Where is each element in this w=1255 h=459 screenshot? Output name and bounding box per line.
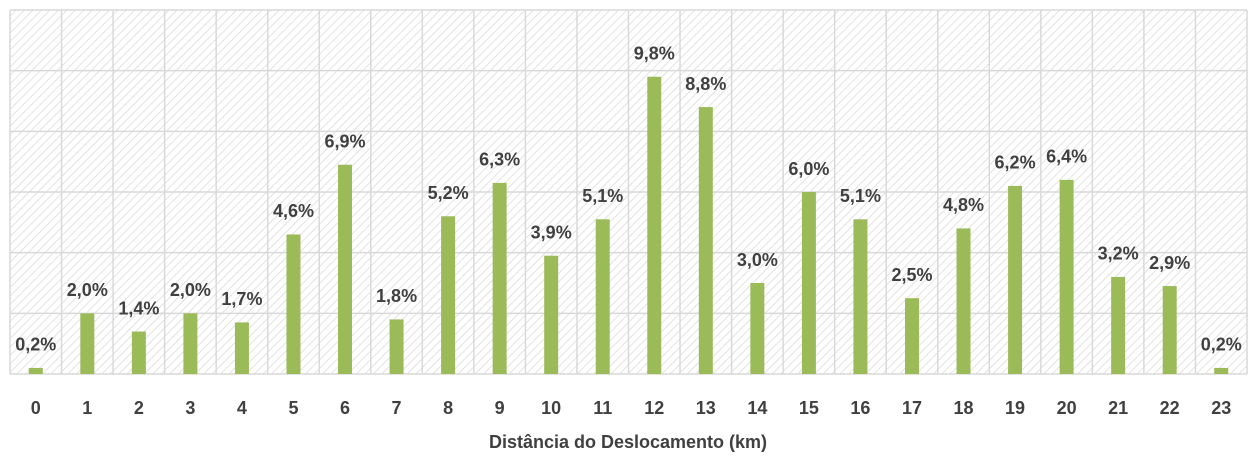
x-tick-label: 2 (134, 398, 144, 418)
bar (234, 322, 249, 374)
data-label: 2,0% (67, 280, 108, 300)
data-label: 1,4% (118, 298, 159, 318)
x-tick-label: 17 (902, 398, 922, 418)
bar (904, 298, 919, 374)
bar (1162, 286, 1177, 374)
data-label: 3,0% (737, 250, 778, 270)
bar (389, 319, 404, 374)
bar (131, 331, 146, 374)
data-label: 3,9% (531, 222, 572, 242)
data-label: 5,1% (582, 186, 623, 206)
bar (544, 255, 559, 374)
bar (338, 164, 353, 374)
x-tick-label: 8 (443, 398, 453, 418)
data-label: 2,5% (891, 265, 932, 285)
data-label: 6,9% (325, 131, 366, 151)
bar (1008, 185, 1023, 374)
data-label: 1,7% (221, 289, 262, 309)
x-tick-label: 13 (696, 398, 716, 418)
x-tick-label: 19 (1005, 398, 1025, 418)
bar (28, 367, 43, 374)
x-tick-label: 16 (850, 398, 870, 418)
data-label: 5,1% (840, 186, 881, 206)
x-tick-label: 3 (185, 398, 195, 418)
x-tick-label: 6 (340, 398, 350, 418)
data-label: 8,8% (685, 74, 726, 94)
bar (492, 182, 507, 374)
x-axis-title: Distância do Deslocamento (km) (489, 432, 767, 452)
x-tick-label: 12 (644, 398, 664, 418)
x-tick-label: 4 (237, 398, 247, 418)
x-tick-label: 1 (82, 398, 92, 418)
x-tick-label: 21 (1108, 398, 1128, 418)
x-tick-label: 7 (392, 398, 402, 418)
bar (441, 216, 456, 374)
data-label: 5,2% (428, 183, 469, 203)
x-tick-label: 14 (747, 398, 767, 418)
data-label: 0,2% (15, 335, 56, 355)
data-label: 6,2% (995, 153, 1036, 173)
x-tick-label: 10 (541, 398, 561, 418)
data-label: 0,2% (1201, 335, 1242, 355)
data-label: 4,8% (943, 195, 984, 215)
bar (956, 228, 971, 374)
x-tick-label: 11 (593, 398, 612, 418)
x-tick-label: 23 (1211, 398, 1231, 418)
x-tick-label: 9 (495, 398, 505, 418)
x-tick-label: 5 (288, 398, 298, 418)
data-label: 2,9% (1149, 253, 1190, 273)
bar (286, 234, 301, 374)
bar (1111, 276, 1126, 374)
data-label: 6,3% (479, 150, 520, 170)
bar (1214, 367, 1229, 374)
bar (1059, 179, 1074, 374)
bar (801, 192, 816, 374)
bar (80, 313, 95, 374)
x-tick-label: 15 (799, 398, 819, 418)
data-label: 2,0% (170, 280, 211, 300)
bar (698, 107, 713, 375)
bar (595, 219, 610, 374)
data-label: 1,8% (376, 286, 417, 306)
x-tick-label: 20 (1057, 398, 1077, 418)
x-tick-label: 0 (31, 398, 41, 418)
bar (750, 283, 765, 374)
data-label: 3,2% (1098, 244, 1139, 264)
x-tick-label: 18 (954, 398, 974, 418)
bar (853, 219, 868, 374)
bar (183, 313, 198, 374)
x-tick-label: 22 (1160, 398, 1180, 418)
data-label: 9,8% (634, 43, 675, 63)
data-label: 6,4% (1046, 147, 1087, 167)
data-label: 4,6% (273, 201, 314, 221)
data-label: 6,0% (788, 159, 829, 179)
bar (647, 76, 662, 374)
